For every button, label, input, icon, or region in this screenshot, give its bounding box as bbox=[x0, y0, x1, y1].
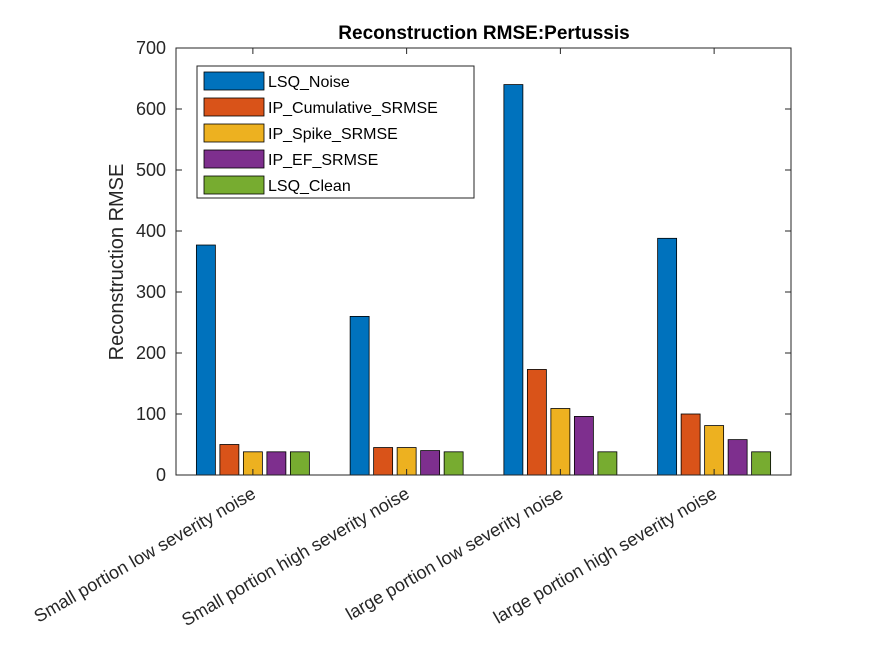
bar-IP_EF_SRMSE-3 bbox=[573, 416, 594, 476]
legend-label-LSQ_Clean: LSQ_Clean bbox=[268, 178, 351, 195]
bar-LSQ_Noise-4 bbox=[657, 237, 678, 476]
y-tick-label: 500 bbox=[136, 160, 166, 180]
bar-LSQ_Clean-2 bbox=[443, 451, 464, 476]
y-tick-label: 300 bbox=[136, 282, 166, 302]
bar-LSQ_Noise-1 bbox=[195, 244, 216, 476]
bar-LSQ_Noise-3 bbox=[503, 84, 524, 476]
legend-label-IP_EF_SRMSE: IP_EF_SRMSE bbox=[268, 152, 378, 169]
chart-title: Reconstruction RMSE:Pertussis bbox=[338, 23, 629, 44]
y-tick-label: 100 bbox=[136, 404, 166, 424]
bar-LSQ_Noise-2 bbox=[349, 315, 370, 476]
bar-IP_EF_SRMSE-1 bbox=[266, 451, 287, 476]
y-tick-label: 600 bbox=[136, 99, 166, 119]
bar-IP_Spike_SRMSE-3 bbox=[550, 408, 571, 476]
bar-IP_Cumulative_SRMSE-2 bbox=[373, 447, 394, 476]
bar-IP_Cumulative_SRMSE-1 bbox=[219, 444, 240, 476]
legend-swatch-IP_Spike_SRMSE bbox=[203, 123, 265, 143]
legend-label-IP_Spike_SRMSE: IP_Spike_SRMSE bbox=[268, 126, 398, 143]
bar-IP_EF_SRMSE-4 bbox=[727, 439, 748, 476]
y-tick-label: 0 bbox=[156, 465, 166, 485]
legend: LSQ_Noise IP_Cumulative_SRMSE IP_Spike_SRM… bbox=[196, 65, 475, 199]
bars-layer bbox=[195, 84, 772, 476]
y-tick-label: 700 bbox=[136, 38, 166, 58]
y-tick-label: 400 bbox=[136, 221, 166, 241]
bar-IP_Cumulative_SRMSE-4 bbox=[680, 413, 701, 476]
bar-IP_EF_SRMSE-2 bbox=[420, 450, 441, 476]
bar-LSQ_Clean-3 bbox=[597, 451, 618, 476]
legend-label-IP_Cumulative_SRMSE: IP_Cumulative_SRMSE bbox=[268, 100, 438, 117]
bar-IP_Spike_SRMSE-4 bbox=[704, 425, 725, 476]
legend-swatch-LSQ_Noise bbox=[203, 71, 265, 91]
bar-LSQ_Clean-4 bbox=[751, 451, 772, 476]
axes-box bbox=[175, 47, 792, 476]
legend-swatch-IP_Cumulative_SRMSE bbox=[203, 97, 265, 117]
y-axis-title: Reconstruction RMSE bbox=[106, 164, 128, 361]
legend-swatch-LSQ_Clean bbox=[203, 175, 265, 195]
y-tick-label: 200 bbox=[136, 343, 166, 363]
bar-IP_Cumulative_SRMSE-3 bbox=[526, 369, 547, 476]
legend-label-LSQ_Noise: LSQ_Noise bbox=[268, 74, 350, 91]
bar-LSQ_Clean-1 bbox=[289, 451, 310, 476]
legend-swatch-IP_EF_SRMSE bbox=[203, 149, 265, 169]
